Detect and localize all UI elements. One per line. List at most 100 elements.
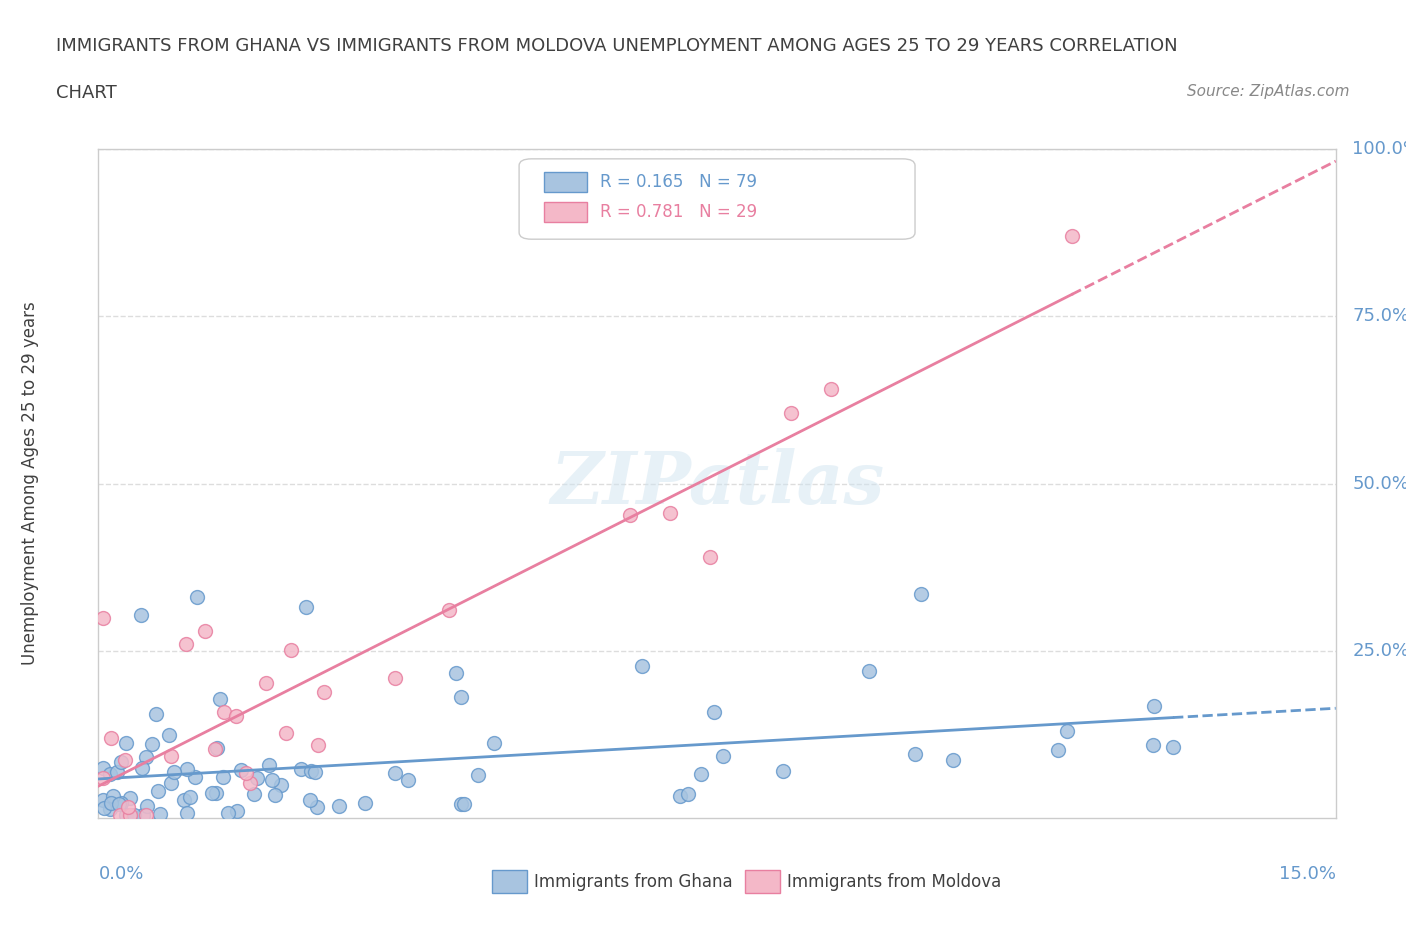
Immigrants from Ghana <box>91 761 114 776</box>
Text: R = 0.165   N = 79: R = 0.165 N = 79 <box>599 173 756 192</box>
Immigrants from Ghana <box>904 747 927 762</box>
Immigrants from Ghana <box>294 600 316 615</box>
Immigrants from Ghana <box>176 805 198 820</box>
Immigrants from Ghana <box>131 761 153 776</box>
Immigrants from Ghana <box>858 664 880 679</box>
Immigrants from Moldova <box>159 749 181 764</box>
Immigrants from Ghana <box>1056 724 1078 738</box>
Immigrants from Ghana <box>299 764 322 778</box>
Immigrants from Ghana <box>246 770 269 785</box>
Immigrants from Moldova <box>194 623 217 638</box>
Immigrants from Ghana <box>159 776 181 790</box>
Immigrants from Ghana <box>149 807 172 822</box>
Immigrants from Ghana <box>259 758 281 773</box>
Text: Immigrants from Ghana: Immigrants from Ghana <box>534 872 733 891</box>
FancyBboxPatch shape <box>519 159 915 239</box>
Text: ZIPatlas: ZIPatlas <box>550 448 884 519</box>
Immigrants from Ghana <box>118 791 141 806</box>
Immigrants from Ghana <box>444 666 467 681</box>
Immigrants from Ghana <box>122 807 145 822</box>
Immigrants from Ghana <box>290 762 312 777</box>
Immigrants from Moldova <box>174 637 197 652</box>
Immigrants from Ghana <box>264 788 287 803</box>
Immigrants from Moldova <box>280 643 302 658</box>
Immigrants from Ghana <box>1142 737 1164 752</box>
Immigrants from Ghana <box>270 777 292 792</box>
Immigrants from Ghana <box>209 692 232 707</box>
Immigrants from Ghana <box>136 799 159 814</box>
Immigrants from Moldova <box>437 603 460 618</box>
Immigrants from Ghana <box>384 765 406 780</box>
Immigrants from Ghana <box>226 804 249 818</box>
Immigrants from Moldova <box>276 725 298 740</box>
Text: 25.0%: 25.0% <box>1353 642 1406 660</box>
Immigrants from Ghana <box>91 792 114 807</box>
Immigrants from Moldova <box>1060 229 1083 244</box>
Immigrants from Ghana <box>129 607 152 622</box>
Text: 75.0%: 75.0% <box>1353 307 1406 326</box>
Immigrants from Ghana <box>148 784 170 799</box>
Text: 0.0%: 0.0% <box>98 865 143 884</box>
Text: Unemployment Among Ages 25 to 29 years: Unemployment Among Ages 25 to 29 years <box>21 301 39 666</box>
Immigrants from Ghana <box>103 789 125 804</box>
Immigrants from Ghana <box>184 769 207 784</box>
Immigrants from Moldova <box>699 550 721 565</box>
Immigrants from Moldova <box>118 807 141 822</box>
Immigrants from Ghana <box>110 795 132 810</box>
Immigrants from Ghana <box>107 797 129 812</box>
Immigrants from Ghana <box>631 658 654 673</box>
Immigrants from Ghana <box>105 764 128 779</box>
Immigrants from Moldova <box>619 508 641 523</box>
Text: IMMIGRANTS FROM GHANA VS IMMIGRANTS FROM MOLDOVA UNEMPLOYMENT AMONG AGES 25 TO 2: IMMIGRANTS FROM GHANA VS IMMIGRANTS FROM… <box>56 37 1178 55</box>
Immigrants from Moldova <box>254 675 277 690</box>
Immigrants from Moldova <box>204 741 226 756</box>
Immigrants from Ghana <box>98 767 121 782</box>
Immigrants from Ghana <box>304 764 326 779</box>
Immigrants from Ghana <box>157 727 180 742</box>
Immigrants from Ghana <box>163 764 186 779</box>
Immigrants from Ghana <box>1046 743 1069 758</box>
Immigrants from Ghana <box>207 740 229 755</box>
Immigrants from Ghana <box>299 792 322 807</box>
Immigrants from Ghana <box>201 785 224 800</box>
Immigrants from Moldova <box>117 800 139 815</box>
Text: 100.0%: 100.0% <box>1353 140 1406 158</box>
Immigrants from Ghana <box>669 789 692 804</box>
Immigrants from Ghana <box>450 796 472 811</box>
Immigrants from Ghana <box>453 797 475 812</box>
Immigrants from Ghana <box>93 800 115 815</box>
Immigrants from Ghana <box>354 796 377 811</box>
Immigrants from Ghana <box>328 799 350 814</box>
Immigrants from Ghana <box>186 590 208 604</box>
Immigrants from Moldova <box>114 752 136 767</box>
Immigrants from Ghana <box>179 790 201 804</box>
Immigrants from Ghana <box>1143 699 1166 714</box>
Immigrants from Ghana <box>772 764 794 778</box>
Immigrants from Ghana <box>115 736 138 751</box>
Immigrants from Ghana <box>676 787 699 802</box>
Immigrants from Ghana <box>141 737 163 751</box>
Immigrants from Ghana <box>242 787 264 802</box>
Immigrants from Moldova <box>225 709 247 724</box>
Immigrants from Moldova <box>91 771 114 786</box>
Immigrants from Moldova <box>820 381 842 396</box>
Immigrants from Moldova <box>135 807 157 822</box>
Immigrants from Ghana <box>217 805 239 820</box>
Immigrants from Moldova <box>659 506 682 521</box>
Text: Immigrants from Moldova: Immigrants from Moldova <box>787 872 1001 891</box>
Text: CHART: CHART <box>56 84 117 101</box>
Immigrants from Ghana <box>690 766 713 781</box>
Immigrants from Ghana <box>131 807 153 822</box>
Immigrants from Moldova <box>91 610 114 625</box>
Immigrants from Ghana <box>450 690 472 705</box>
Immigrants from Ghana <box>98 802 121 817</box>
Immigrants from Ghana <box>100 795 122 810</box>
Immigrants from Ghana <box>231 763 253 777</box>
Immigrants from Ghana <box>135 750 157 764</box>
Text: Source: ZipAtlas.com: Source: ZipAtlas.com <box>1187 84 1350 99</box>
Immigrants from Ghana <box>910 587 932 602</box>
Immigrants from Moldova <box>384 671 406 685</box>
Text: 50.0%: 50.0% <box>1353 474 1406 493</box>
Bar <box>544 203 588 222</box>
Immigrants from Ghana <box>211 769 233 784</box>
